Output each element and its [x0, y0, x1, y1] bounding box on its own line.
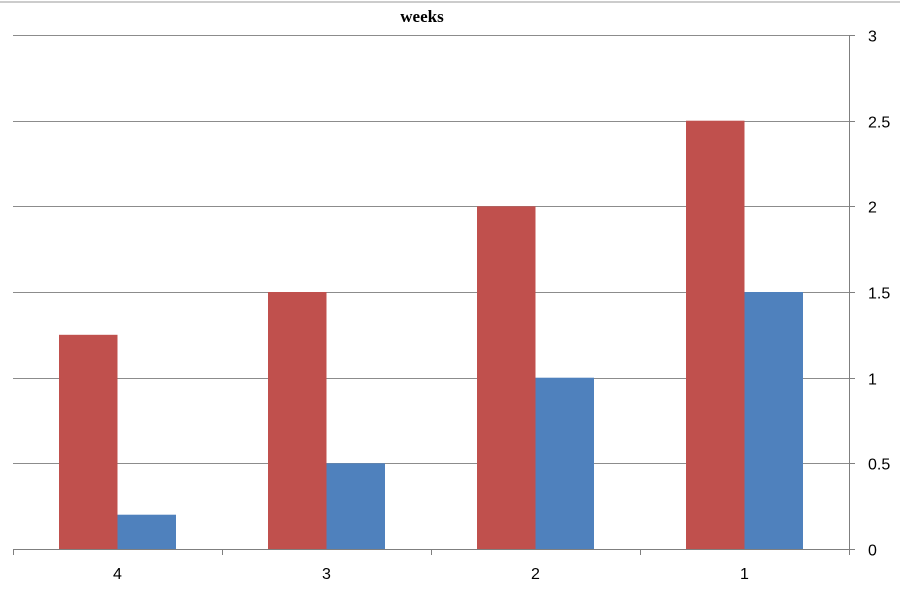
y-tick-label: 1.5 [868, 286, 890, 303]
y-tick-label: 0 [868, 543, 877, 560]
bar-series-1-cat-2 [477, 206, 536, 550]
bar-series-1-cat-1 [686, 120, 745, 549]
y-tick-label: 3 [868, 29, 877, 46]
tick-labels: 0 0.5 1 1.5 2 2.5 3 4 3 2 1 [113, 29, 890, 584]
x-tick-label: 3 [322, 566, 331, 583]
bar-series-2-cat-3 [326, 463, 385, 549]
y-tick-label: 1 [868, 372, 877, 389]
bars [59, 120, 803, 550]
gridlines [13, 35, 849, 464]
bar-series-2-cat-2 [535, 377, 594, 549]
y-tick-label: 2 [868, 200, 877, 217]
chart-title: weeks [400, 7, 444, 26]
x-tick-label: 2 [531, 566, 540, 583]
y-tick-label: 2.5 [868, 115, 890, 132]
bar-series-2-cat-1 [744, 292, 803, 549]
y-tick-label: 0.5 [868, 457, 890, 474]
x-tick-label: 1 [740, 566, 749, 583]
x-tick-label: 4 [113, 566, 122, 583]
axes [13, 35, 855, 555]
bar-series-2-cat-4 [117, 514, 176, 549]
bar-series-1-cat-4 [59, 334, 118, 549]
bar-series-1-cat-3 [268, 292, 327, 549]
